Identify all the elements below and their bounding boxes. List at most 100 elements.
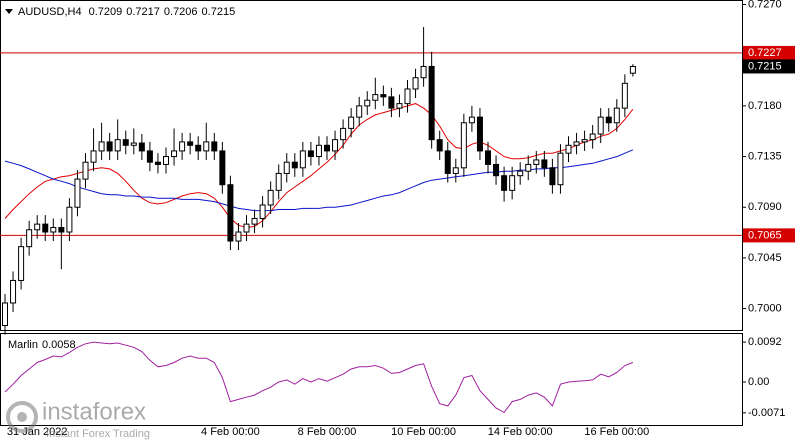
candle-body <box>605 116 612 124</box>
watermark: instaforex Instant Forex Trading <box>6 398 150 440</box>
candle-body <box>541 159 548 169</box>
candle-body <box>171 150 178 158</box>
candle-body <box>243 223 250 233</box>
candle-body <box>211 141 218 152</box>
y-tick-label: 0.7045 <box>748 252 782 264</box>
x-tick-label: 4 Feb 00:00 <box>201 426 260 438</box>
candle-body <box>444 150 451 174</box>
level-label-box <box>743 45 795 60</box>
candle-body <box>412 77 419 90</box>
close-value: 0.7215 <box>202 6 236 18</box>
candle-body <box>235 231 242 242</box>
candle-body <box>130 142 137 146</box>
candle-body <box>356 105 363 118</box>
x-tick-label: 10 Feb 00:00 <box>391 426 456 438</box>
indicator-header: Marlin 0.0058 <box>8 339 76 351</box>
candle-body <box>179 141 186 152</box>
indicator-name: Marlin <box>8 339 38 351</box>
candle-body <box>138 142 145 152</box>
candle-body <box>388 96 395 109</box>
x-tick-label: 14 Feb 00:00 <box>488 426 553 438</box>
candle-body <box>509 175 516 191</box>
y-tick-label: 0.7270 <box>748 0 782 10</box>
candle-body <box>476 116 483 152</box>
y-tick-label: 0.0092 <box>748 336 782 348</box>
candle-body <box>18 246 25 281</box>
candle-body <box>332 139 339 152</box>
candle-body <box>452 167 459 174</box>
candle-body <box>259 204 266 219</box>
candle-body <box>573 141 580 146</box>
candle-body <box>307 150 314 158</box>
candle-body <box>299 150 306 169</box>
candle-body <box>154 161 161 165</box>
candle-body <box>10 279 17 304</box>
candle-body <box>58 227 65 233</box>
candle-body <box>26 229 33 248</box>
candle-body <box>34 223 41 231</box>
menu-triangle <box>5 9 13 14</box>
candle-body <box>66 206 73 233</box>
candle-body <box>283 161 290 174</box>
candle-body <box>98 141 105 152</box>
candle-body <box>50 227 57 233</box>
y-tick-label: 0.00 <box>748 376 769 388</box>
candle-body <box>122 139 129 146</box>
candle-body <box>275 172 282 191</box>
level-label: 0.7065 <box>748 229 782 241</box>
candle-body <box>533 159 540 165</box>
x-tick-label: 16 Feb 00:00 <box>584 426 649 438</box>
watermark-brand: instaforex <box>42 398 146 425</box>
candle-body <box>589 133 596 141</box>
indicator-value: 0.0058 <box>42 339 76 351</box>
candle-body <box>348 116 355 129</box>
watermark-logo <box>6 401 38 433</box>
watermark-tagline: Instant Forex Trading <box>46 428 150 440</box>
candle-body <box>106 141 113 152</box>
candle-body <box>557 152 564 186</box>
candle-body <box>251 217 258 225</box>
y-tick-label: 0.7180 <box>748 100 782 112</box>
y-tick-label: 0.7090 <box>748 201 782 213</box>
main-panel <box>0 0 743 331</box>
x-tick-label: 8 Feb 00:00 <box>298 426 357 438</box>
candle-body <box>372 94 379 101</box>
candle-body <box>227 184 234 242</box>
candle-body <box>460 122 467 169</box>
candle-body <box>82 161 89 180</box>
candle-body <box>163 156 169 165</box>
candle-body <box>364 99 371 107</box>
candle-body <box>324 144 330 152</box>
candle-body <box>525 163 532 172</box>
candle-body <box>2 302 8 326</box>
price-label: 0.7215 <box>748 60 782 72</box>
candle-body <box>621 82 628 109</box>
candle-body <box>404 88 411 105</box>
candle-body <box>436 139 443 152</box>
y-tick-label: 0.7135 <box>748 150 782 162</box>
candle-body <box>485 150 491 165</box>
symbol: AUDUSD,H4 <box>18 6 82 18</box>
candle-body <box>565 144 572 154</box>
oscillator-line <box>4 341 634 414</box>
candle-body <box>42 223 49 233</box>
candle-body <box>380 94 387 98</box>
candle-body <box>597 116 604 135</box>
candle-body <box>187 141 194 146</box>
level-label-box <box>743 228 795 243</box>
candle-body <box>219 150 226 186</box>
candle-body <box>629 65 636 74</box>
candle-body <box>420 65 427 79</box>
price-label-box <box>743 59 795 74</box>
candle-body <box>114 139 121 152</box>
candle-body <box>581 139 588 143</box>
x-tick-label: 31 Jan 2022 <box>7 426 68 438</box>
candle-body <box>493 163 500 177</box>
candle-body <box>203 141 210 152</box>
candle-body <box>549 167 556 186</box>
open-value: 0.7209 <box>89 6 123 18</box>
candle-body <box>428 65 435 141</box>
